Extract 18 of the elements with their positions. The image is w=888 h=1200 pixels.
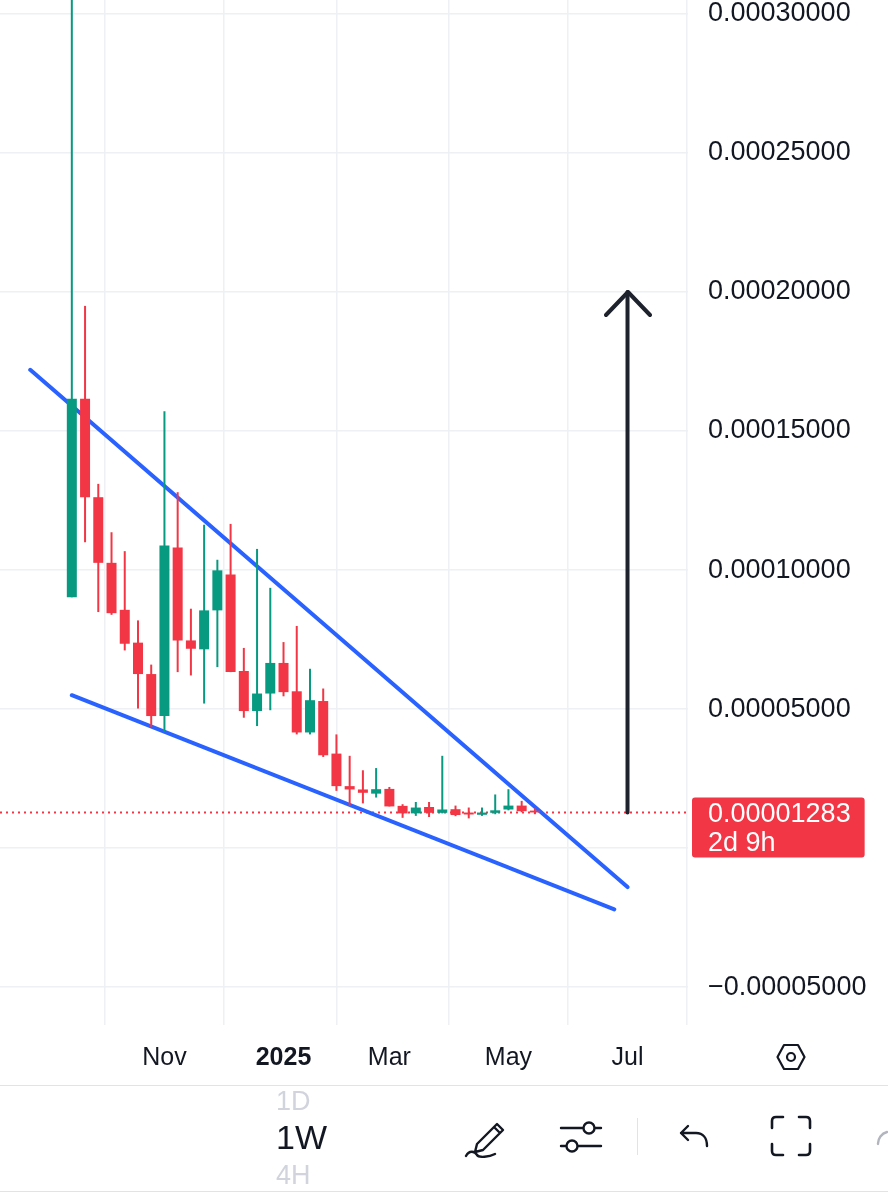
y-tick-label: 0.00010000 <box>708 553 851 584</box>
candlestick <box>344 755 355 806</box>
candlestick <box>437 755 448 814</box>
y-tick-label: 0.00030000 <box>708 0 851 28</box>
y-tick-label: 0.00020000 <box>708 275 851 306</box>
candlestick <box>252 548 263 727</box>
x-tick-label: May <box>484 1041 533 1070</box>
y-tick-label: 0.00015000 <box>708 414 851 445</box>
y-tick-label: 0.00025000 <box>708 136 851 167</box>
x-tick-label: Jul <box>611 1041 644 1070</box>
x-tick-label: 2025 <box>255 1041 312 1070</box>
x-tick-label: Mar <box>367 1041 411 1070</box>
text: 1W <box>276 1118 327 1156</box>
ref-line-label: 0.00001283 <box>708 797 851 828</box>
y-tick-label: −0.00005000 <box>708 970 867 1001</box>
text: 2d 9h <box>708 826 776 857</box>
x-tick-label: Nov <box>142 1041 188 1070</box>
y-tick-label: 0.00005000 <box>708 692 851 723</box>
